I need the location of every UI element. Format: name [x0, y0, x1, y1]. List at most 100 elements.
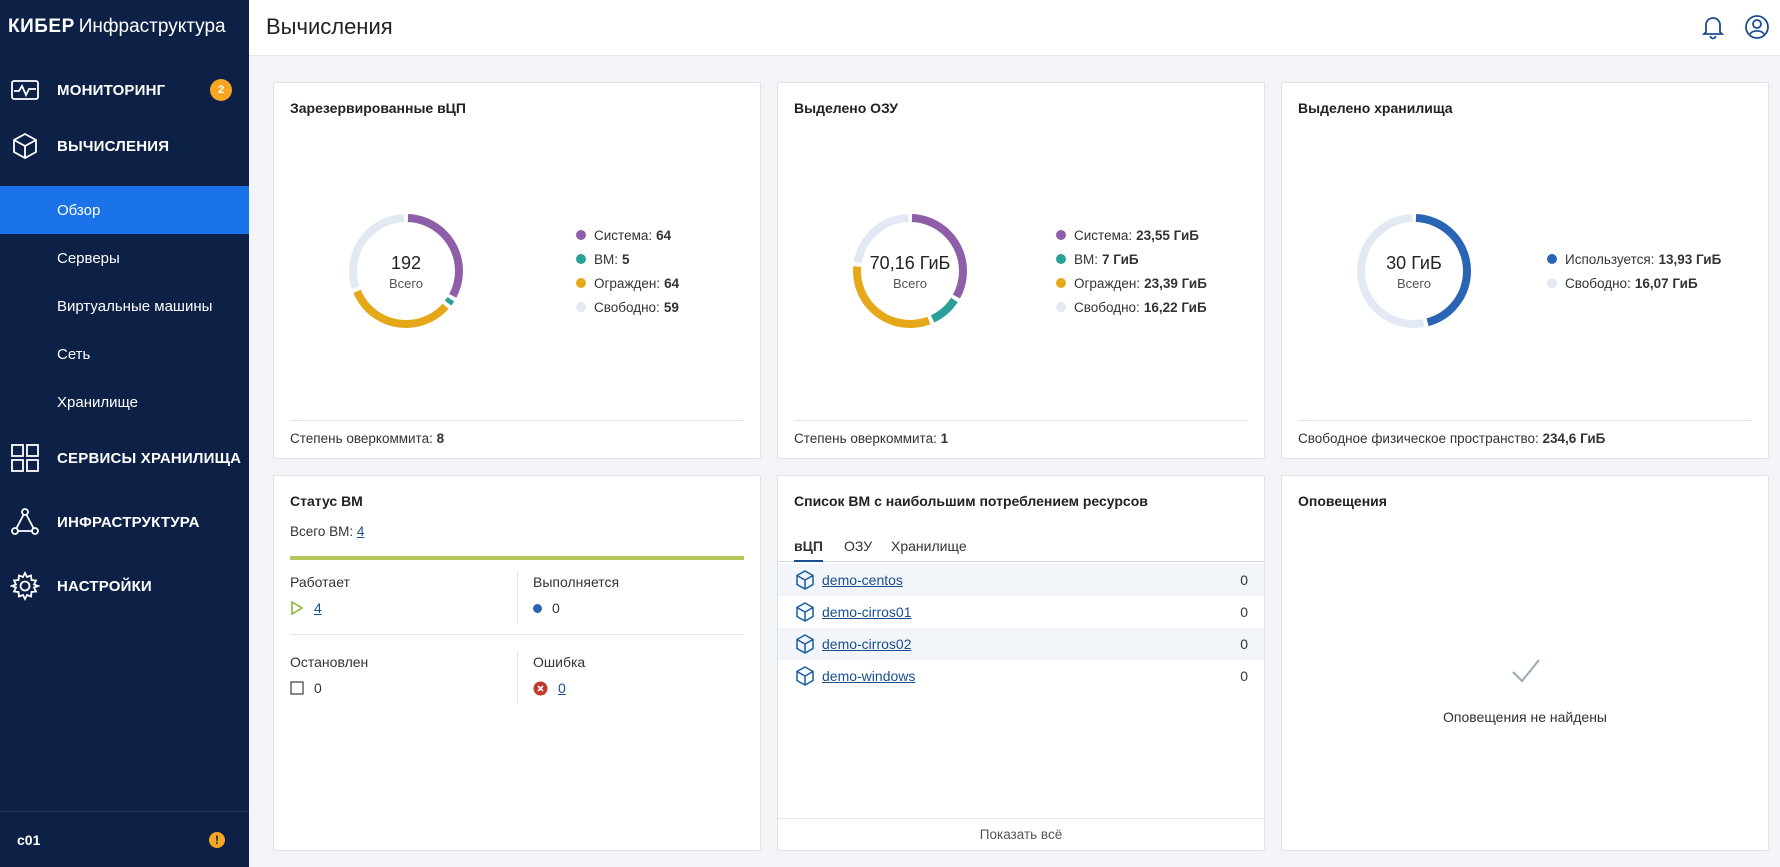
bell-icon[interactable] [1700, 14, 1726, 40]
status-stopped: Остановлен 0 [290, 654, 368, 696]
vm-name-link[interactable]: demo-cirros01 [822, 604, 912, 620]
show-all-button[interactable]: Показать всё [778, 818, 1264, 850]
legend-item: Огражден: 64 [576, 271, 679, 295]
monitor-icon [10, 75, 40, 105]
alerts-card: Оповещения Оповещения не найдены [1281, 475, 1769, 851]
status-label: Ошибка [533, 654, 586, 670]
legend-label: Свободно: [1565, 275, 1631, 291]
storage-legend: Используется: 13,93 ГиБ Свободно: 16,07 Ги… [1547, 247, 1721, 295]
legend-dot [576, 278, 586, 288]
status-running: Работает 4 [290, 574, 350, 616]
error-icon [533, 681, 548, 695]
nav-item-settings[interactable]: НАСТРОЙКИ [0, 556, 249, 616]
sub-item-network[interactable]: Сеть [57, 345, 91, 363]
running-link[interactable]: 4 [314, 600, 322, 616]
page-title: Вычисления [266, 14, 393, 39]
executing-value: 0 [552, 600, 560, 616]
nav-label: ВЫЧИСЛЕНИЯ [57, 137, 170, 155]
legend-label: Используется: [1565, 251, 1655, 267]
error-link[interactable]: 0 [558, 680, 566, 696]
legend-dot [1056, 254, 1066, 264]
header: Вычисления [249, 0, 1780, 56]
nav-label: СЕРВИСЫ ХРАНИЛИЩА [57, 449, 242, 467]
card-title: Выделено ОЗУ [794, 100, 898, 116]
tabs: вЦП ОЗУ Хранилище [778, 538, 1264, 562]
warning-icon: ! [209, 832, 225, 848]
divider [290, 634, 744, 635]
play-icon [291, 601, 304, 615]
vm-name-link[interactable]: demo-cirros02 [822, 636, 912, 652]
free-physical-value: 234,6 ГиБ [1542, 431, 1606, 446]
check-icon [1512, 659, 1540, 683]
sub-item-overview[interactable]: Обзор [0, 186, 249, 234]
legend-item: Свободно: 16,07 ГиБ [1547, 271, 1721, 295]
sub-item-storage[interactable]: Хранилище [57, 393, 138, 411]
vm-value: 0 [1240, 572, 1248, 588]
status-label: Выполняется [533, 574, 620, 590]
sidebar: КИБЕР Инфраструктура МОНИТОРИНГ 2 ВЫЧИСЛЕ… [0, 0, 249, 867]
vm-value: 0 [1240, 604, 1248, 620]
donut-segment [349, 214, 463, 328]
vm-status-card: Статус ВМ Всего ВМ: 4 Работает 4 Выполня… [273, 475, 761, 851]
legend-value: 59 [663, 299, 679, 315]
cpu-total: 192 [390, 253, 422, 273]
status-label: Остановлен [290, 654, 369, 670]
vm-cube-icon [796, 634, 814, 654]
vm-total-link[interactable]: 4 [356, 524, 365, 539]
nav-item-infrastructure[interactable]: ИНФРАСТРУКТУРА [0, 492, 249, 552]
table-row[interactable]: demo-windows 0 [778, 660, 1264, 692]
tab-cpu[interactable]: вЦП [794, 538, 823, 562]
legend-item: Огражден: 23,39 ГиБ [1056, 271, 1207, 295]
storage-total: 30 ГиБ [1386, 253, 1442, 273]
legend-value: 23,55 ГиБ [1136, 227, 1199, 243]
node-name: c01 [17, 831, 41, 848]
table-row[interactable]: demo-cirros01 0 [778, 596, 1264, 628]
nav-item-compute[interactable]: ВЫЧИСЛЕНИЯ [0, 116, 249, 176]
sidebar-footer[interactable]: c01 ! [0, 811, 249, 867]
legend-item: ВМ: 7 ГиБ [1056, 247, 1207, 271]
monitoring-badge: 2 [210, 79, 232, 101]
tab-ram[interactable]: ОЗУ [844, 538, 873, 554]
nav-item-storage-services[interactable]: СЕРВИСЫ ХРАНИЛИЩА [0, 428, 249, 488]
card-title: Выделено хранилища [1298, 100, 1453, 116]
legend-value: 23,39 ГиБ [1144, 275, 1207, 291]
legend-dot [576, 254, 586, 264]
user-icon[interactable] [1744, 14, 1770, 40]
legend-label: Свободно: [594, 299, 660, 315]
gear-icon [9, 570, 41, 602]
overcommit-label: Степень оверкоммита: [794, 431, 937, 446]
nav-label: МОНИТОРИНГ [57, 81, 166, 99]
vm-name-link[interactable]: demo-windows [822, 668, 916, 684]
nav-label: ИНФРАСТРУКТУРА [57, 513, 200, 531]
legend-item: Система: 64 [576, 223, 679, 247]
card-title: Статус ВМ [290, 493, 363, 509]
table-row[interactable]: demo-centos 0 [778, 564, 1264, 596]
legend-value: 13,93 ГиБ [1658, 251, 1722, 267]
legend-value: 7 ГиБ [1102, 251, 1139, 267]
sub-item-servers[interactable]: Серверы [57, 249, 120, 267]
legend-value: 64 [656, 227, 672, 243]
sub-item-vms[interactable]: Виртуальные машины [57, 297, 213, 315]
cpu-donut [349, 214, 463, 328]
triangle-nodes-icon [10, 507, 40, 537]
free-physical-label: Свободное физическое пространство: [1298, 431, 1539, 446]
legend-dot [576, 302, 586, 312]
legend-value: 64 [664, 275, 680, 291]
donut-segment [853, 214, 967, 328]
top-vms-card: Список ВМ с наибольшим потреблением ресу… [777, 475, 1265, 851]
ram-donut [853, 214, 967, 328]
stop-icon [290, 681, 304, 695]
legend-dot [1547, 278, 1557, 288]
vm-cube-icon [796, 666, 814, 686]
stopped-value: 0 [314, 680, 322, 696]
divider [517, 570, 518, 624]
table-row[interactable]: demo-cirros02 0 [778, 628, 1264, 660]
card-title: Зарезервированные вЦП [290, 100, 466, 116]
nav-item-monitoring[interactable]: МОНИТОРИНГ 2 [0, 60, 249, 120]
tab-storage[interactable]: Хранилище [891, 538, 967, 554]
vm-name-link[interactable]: demo-centos [822, 572, 903, 588]
legend-label: Огражден: [594, 275, 661, 291]
cube-icon [10, 131, 40, 161]
cpu-card: Зарезервированные вЦП 192 Всего Система:… [273, 82, 761, 459]
legend-label: Свободно: [1074, 299, 1140, 315]
